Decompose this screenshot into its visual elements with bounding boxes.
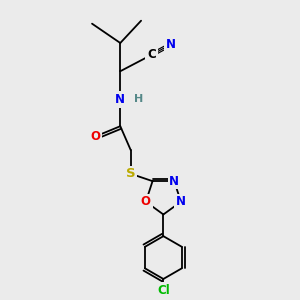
Text: S: S [126, 167, 136, 180]
Text: N: N [176, 195, 186, 208]
Text: C: C [147, 48, 156, 62]
Text: N: N [115, 93, 125, 106]
Text: N: N [169, 175, 179, 188]
Text: Cl: Cl [157, 284, 170, 297]
Text: O: O [141, 195, 151, 208]
Text: O: O [90, 130, 100, 143]
Text: H: H [134, 94, 143, 104]
Text: N: N [166, 38, 176, 51]
